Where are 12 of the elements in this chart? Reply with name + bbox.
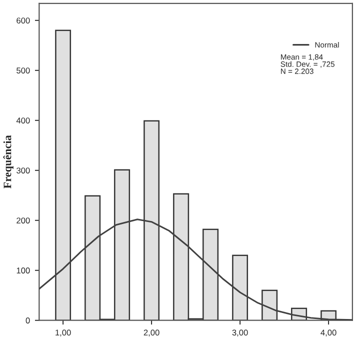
x-tick-label: 1,00 xyxy=(56,330,71,336)
x-tick-label: 3,00 xyxy=(232,330,248,336)
y-tick-label: 400 xyxy=(16,118,30,124)
y-tick-label: 500 xyxy=(16,68,30,74)
y-tick-label: 100 xyxy=(16,268,30,274)
y-tick-label: 0 xyxy=(26,318,30,324)
x-tick-label: 4,00 xyxy=(320,330,336,336)
x-tick-label: 2,00 xyxy=(144,330,160,336)
y-axis-title: Frequência xyxy=(3,135,14,188)
y-tick-label: 300 xyxy=(16,168,30,174)
y-tick-label: 200 xyxy=(16,218,30,224)
y-tick-label: 600 xyxy=(16,18,30,24)
